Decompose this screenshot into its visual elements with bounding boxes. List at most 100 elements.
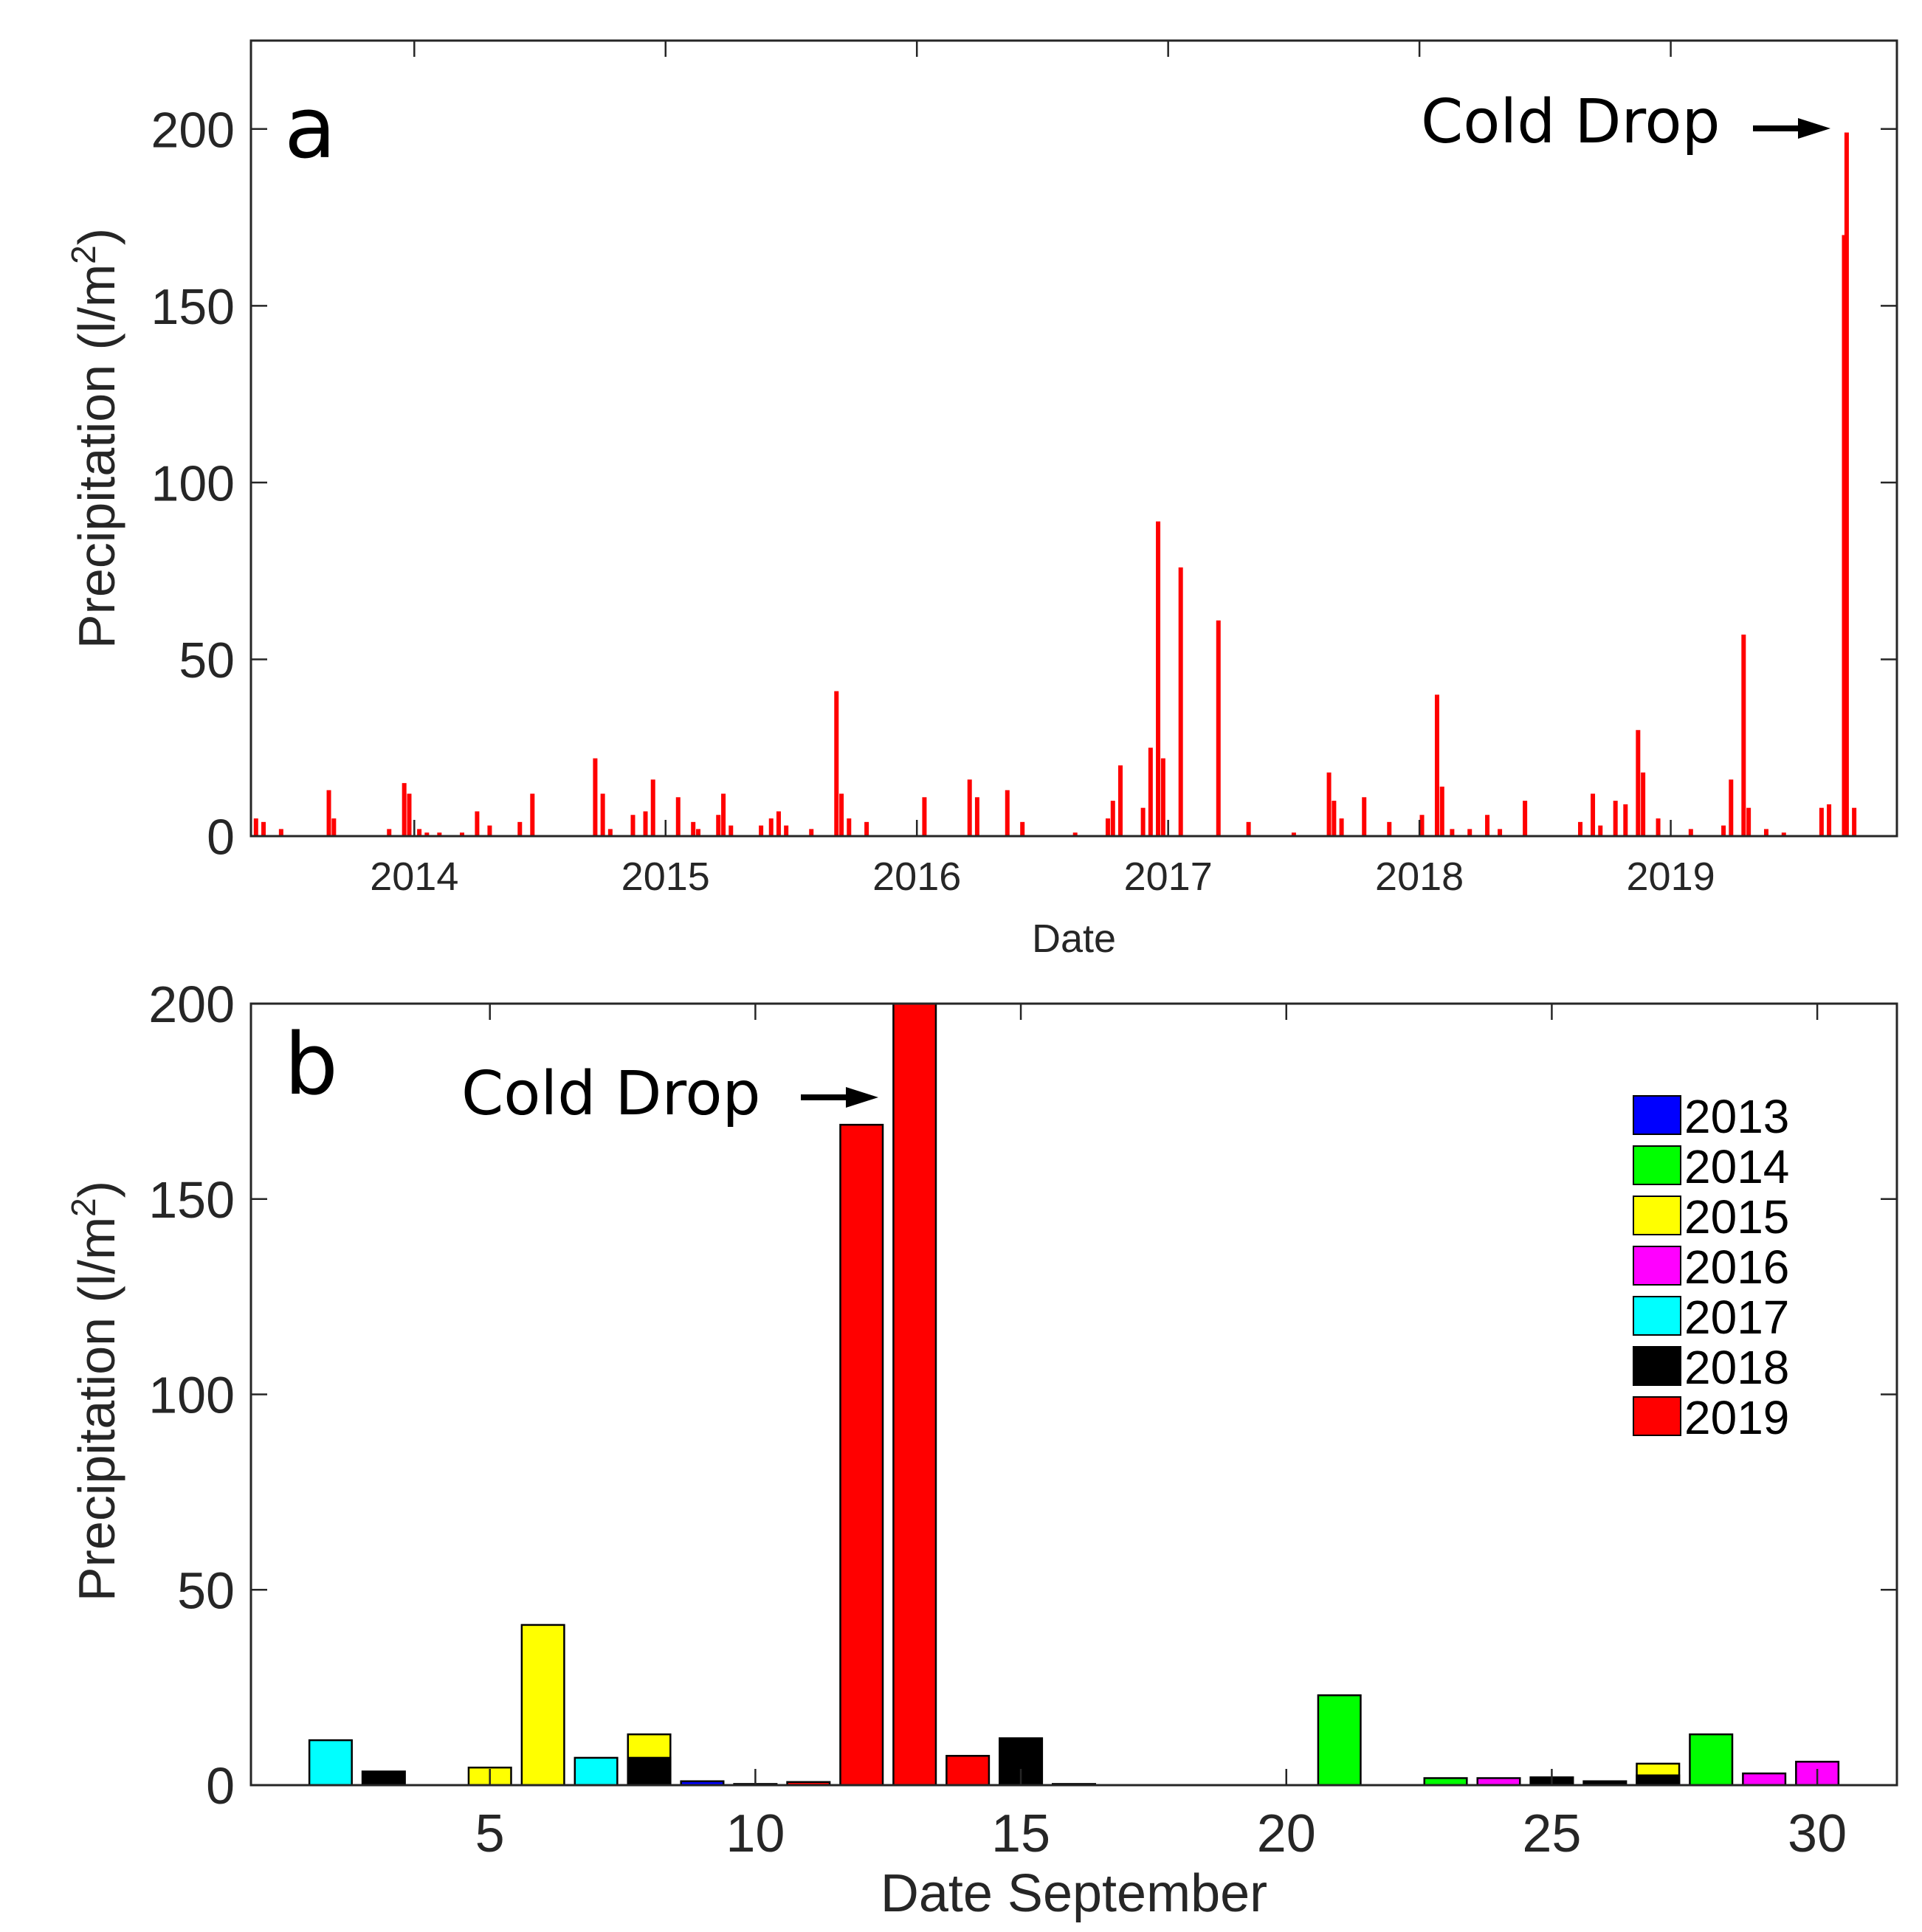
precip-bar-2018.72 [1598, 825, 1603, 836]
precip-bar-2015.26 [728, 825, 734, 836]
precip-bar-2017.5 [1291, 832, 1296, 836]
legend-label-2013: 2013 [1684, 1090, 1789, 1143]
precip-bar-2017.32 [1246, 821, 1251, 836]
legend-label-2014: 2014 [1684, 1140, 1789, 1193]
x-tick-label: 10 [726, 1804, 785, 1863]
precip-bar-2017.69 [1339, 818, 1344, 836]
bar-day-21-2014 [1317, 1694, 1362, 1787]
precip-bar-2019.38 [1763, 829, 1768, 836]
precip-bar-2016.42 [1020, 821, 1025, 836]
precip-bar-2014.47 [530, 793, 535, 836]
y-tick-label: 100 [148, 1367, 235, 1424]
precip-bar-2014.95 [650, 779, 655, 836]
precip-bar-2014.78 [607, 829, 613, 836]
precip-bar-2015.23 [721, 793, 726, 836]
precip-bar-2019.08 [1688, 829, 1693, 836]
precip-bar-2016.36 [1005, 790, 1010, 836]
panel-b-annotation-text: Cold Drop [461, 1059, 761, 1129]
panel-a-x-ticks: 2014 2015 2016 2017 2018 2019 [370, 41, 1715, 899]
precip-bar-2018.78 [1613, 801, 1618, 836]
precip-bar-2015.58 [809, 829, 814, 836]
bar-day-7-2017 [574, 1756, 619, 1787]
legend-swatch-2017 [1633, 1296, 1681, 1336]
precip-bar-2016.9 [1140, 807, 1146, 836]
x-tick-label: 2018 [1375, 855, 1464, 899]
precip-bar-2019.6 [1819, 807, 1824, 836]
panel-b-bars [308, 1002, 1840, 1787]
precip-bar-2015.7 [839, 793, 844, 836]
panel-a-bars [253, 132, 1857, 836]
precip-bar-2017.78 [1362, 797, 1367, 836]
precip-bar-2018.89 [1641, 772, 1646, 836]
precip-bar-2013.66 [326, 790, 331, 836]
panel-a-axes-frame [249, 39, 1898, 838]
precip-bar-2014.05 [424, 832, 430, 836]
precip-bar-2018.69 [1591, 793, 1596, 836]
precip-bar-2016.76 [1105, 818, 1110, 836]
x-tick-label: 2015 [621, 855, 710, 899]
precip-bar-2016.81 [1117, 765, 1123, 836]
precip-bar-2018.27 [1485, 815, 1490, 836]
panel-a-annotation-text: Cold Drop [1421, 87, 1720, 157]
precip-bar-2018.13 [1450, 829, 1455, 836]
precip-bar-2015.45 [776, 811, 781, 836]
precip-bar-2015.42 [768, 818, 774, 836]
x-tick-label: 20 [1257, 1804, 1316, 1863]
legend-label-2019: 2019 [1684, 1391, 1789, 1444]
precip-bar-2018.95 [1656, 818, 1661, 836]
precip-bar-2014.1 [437, 832, 442, 836]
precip-bar-2013.37 [253, 818, 258, 836]
bar-day-14-2019 [946, 1755, 991, 1787]
legend-label-2016: 2016 [1684, 1241, 1789, 1294]
y-tick-label: 150 [148, 1171, 235, 1229]
x-tick-label: 5 [475, 1804, 505, 1863]
panel-a-y-ticks: 0 50 100 150 200 [151, 102, 1897, 865]
precip-bar-2014.25 [475, 811, 480, 836]
precip-bar-2015.13 [696, 829, 701, 836]
bar-day-8-2018 [627, 1756, 672, 1787]
bar-day-12-2019 [839, 1123, 884, 1787]
legend-label-2018: 2018 [1684, 1341, 1789, 1394]
bar-day-6-2015 [520, 1624, 565, 1787]
bar-day-29-2016 [1742, 1772, 1787, 1787]
legend-swatch-2013 [1633, 1095, 1681, 1135]
x-tick-label: 15 [991, 1804, 1050, 1863]
y-tick-label: 0 [206, 1757, 235, 1815]
legend-swatch-2016 [1633, 1246, 1681, 1286]
precip-bar-2019.29 [1741, 634, 1746, 836]
precip-bar-2019.73 [1852, 807, 1857, 836]
legend-swatch-2019 [1633, 1396, 1681, 1436]
legend-swatch-2014 [1633, 1145, 1681, 1185]
legend-label-2015: 2015 [1684, 1190, 1789, 1243]
precip-bar-2015.38 [759, 825, 764, 836]
bar-day-28-2014 [1689, 1733, 1734, 1787]
y-tick-label: 200 [151, 102, 235, 158]
legend-swatch-2015 [1633, 1196, 1681, 1235]
y-tick-label: 200 [148, 976, 235, 1033]
precip-bar-2015.73 [847, 818, 852, 836]
precip-bar-2013.4 [261, 821, 266, 836]
bar-day-13-2019 [892, 1002, 937, 1787]
precip-bar-2014.72 [593, 758, 598, 836]
y-tick-label: 0 [207, 809, 235, 865]
precip-bar-2014.42 [517, 821, 523, 836]
precip-bar-2019.24 [1729, 779, 1734, 836]
precip-bar-2016.96 [1156, 521, 1161, 836]
precip-bar-2015.11 [691, 821, 696, 836]
panel-b-letter: b [284, 1015, 338, 1114]
precip-bar-2013.68 [331, 818, 337, 836]
panel-b-chart: 0 50 100 150 200 5 10 15 20 25 30 b Cold Drop 201… [64, 976, 1898, 1923]
precip-bar-2015.21 [716, 815, 721, 836]
precip-bar-2019.69 [1842, 235, 1847, 836]
x-tick-label: 2017 [1124, 855, 1213, 899]
precip-bar-2018.42 [1523, 801, 1528, 836]
precip-bar-2018.32 [1498, 829, 1503, 836]
precip-bar-2018.07 [1434, 694, 1439, 836]
precip-bar-2018.01 [1419, 815, 1425, 836]
panel-a-y-axis-label: Precipitation (l/m2) [64, 228, 125, 649]
x-tick-label: 25 [1522, 1804, 1581, 1863]
precip-bar-2019.45 [1781, 832, 1786, 836]
panel-b-annotation-arrow [801, 1087, 878, 1108]
